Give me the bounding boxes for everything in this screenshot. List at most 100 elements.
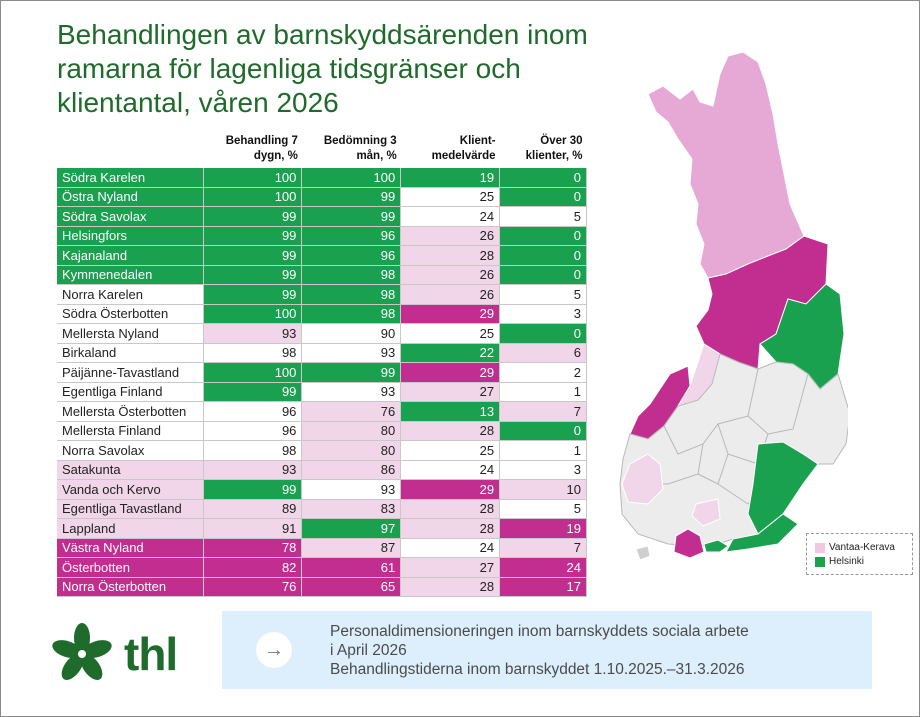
table-row: Kajanaland 99 96 28 0 bbox=[57, 245, 587, 266]
value-cell: 24 bbox=[400, 206, 501, 227]
value-cell: 65 bbox=[301, 577, 402, 597]
value-cell: 76 bbox=[203, 577, 303, 597]
table-row: Norra Savolax 98 80 25 1 bbox=[57, 440, 587, 461]
value-cell: 99 bbox=[203, 479, 303, 500]
value-cell: 5 bbox=[499, 284, 587, 305]
table-row: Österbotten 82 61 27 24 bbox=[57, 557, 587, 578]
legend-item-helsinki: Helsinki bbox=[815, 556, 864, 567]
value-cell: 100 bbox=[203, 362, 303, 383]
map-legend: Vantaa-Kerava Helsinki bbox=[806, 533, 913, 575]
value-cell: 29 bbox=[400, 304, 501, 324]
banner-line-2: i April 2026 bbox=[330, 642, 407, 659]
value-cell: 78 bbox=[203, 538, 303, 558]
table-header-row: Behandling 7 dygn, % Bedömning 3 mån, % … bbox=[57, 130, 587, 168]
value-cell: 0 bbox=[499, 226, 587, 246]
value-cell: 98 bbox=[203, 440, 303, 461]
map-region-vastra-nyland bbox=[673, 528, 705, 559]
value-cell: 93 bbox=[301, 382, 402, 402]
banner-line-1: Personaldimensioneringen inom barnskydde… bbox=[330, 623, 749, 640]
region-name-cell: Mellersta Nyland bbox=[57, 323, 204, 344]
value-cell: 28 bbox=[400, 577, 501, 597]
value-cell: 99 bbox=[203, 284, 303, 305]
region-name-cell: Södra Österbotten bbox=[57, 304, 204, 324]
value-cell: 1 bbox=[499, 440, 587, 461]
value-cell: 96 bbox=[203, 421, 303, 441]
value-cell: 0 bbox=[499, 323, 587, 344]
value-cell: 98 bbox=[301, 304, 402, 324]
value-cell: 17 bbox=[499, 577, 587, 597]
value-cell: 96 bbox=[301, 245, 402, 266]
flower-icon bbox=[52, 623, 112, 680]
value-cell: 25 bbox=[400, 323, 501, 344]
region-name-cell: Mellersta Finland bbox=[57, 421, 204, 441]
value-cell: 76 bbox=[301, 401, 402, 422]
value-cell: 3 bbox=[499, 460, 587, 480]
value-cell: 10 bbox=[499, 479, 587, 500]
table-row: Lappland 91 97 28 19 bbox=[57, 518, 587, 539]
region-name-cell: Mellersta Österbotten bbox=[57, 401, 204, 422]
banner-line-3: Behandlingstiderna inom barnskyddet 1.10… bbox=[330, 661, 745, 678]
region-name-cell: Österbotten bbox=[57, 557, 204, 578]
region-name-cell: Päijänne-Tavastland bbox=[57, 362, 204, 383]
value-cell: 29 bbox=[400, 362, 501, 383]
region-name-cell: Norra Savolax bbox=[57, 440, 204, 461]
value-cell: 28 bbox=[400, 421, 501, 441]
results-table: Behandling 7 dygn, % Bedömning 3 mån, % … bbox=[57, 130, 587, 597]
value-cell: 26 bbox=[400, 226, 501, 246]
thl-logo: thl bbox=[50, 622, 178, 686]
table-row: Södra Savolax 99 99 24 5 bbox=[57, 206, 587, 227]
value-cell: 24 bbox=[499, 557, 587, 578]
logo-text: thl bbox=[124, 628, 178, 680]
value-cell: 80 bbox=[301, 421, 402, 441]
value-cell: 86 bbox=[301, 460, 402, 480]
value-cell: 99 bbox=[203, 265, 303, 285]
value-cell: 100 bbox=[203, 304, 303, 324]
value-cell: 0 bbox=[499, 168, 587, 188]
header-over-30-clients: Över 30 klienter, % bbox=[525, 135, 583, 162]
arrow-right-icon[interactable]: → bbox=[256, 632, 292, 668]
table-row: Södra Karelen 100 100 19 0 bbox=[57, 168, 587, 188]
value-cell: 25 bbox=[400, 187, 501, 207]
value-cell: 99 bbox=[203, 226, 303, 246]
value-cell: 29 bbox=[400, 479, 501, 500]
page-title: Behandlingen av barnskyddsärenden inom r… bbox=[57, 19, 588, 118]
banner-text: Personaldimensioneringen inom barnskydde… bbox=[330, 622, 749, 679]
legend-label-vantaa-kerava: Vantaa-Kerava bbox=[829, 542, 895, 553]
value-cell: 7 bbox=[499, 538, 587, 558]
value-cell: 27 bbox=[400, 557, 501, 578]
table-row: Birkaland 98 93 22 6 bbox=[57, 343, 587, 363]
value-cell: 93 bbox=[203, 460, 303, 480]
map-region-aland bbox=[635, 545, 651, 561]
value-cell: 80 bbox=[301, 440, 402, 461]
header-region bbox=[57, 130, 203, 168]
legend-swatch-vantaa-kerava bbox=[815, 542, 825, 553]
region-name-cell: Egentliga Finland bbox=[57, 382, 204, 402]
value-cell: 97 bbox=[301, 518, 402, 539]
value-cell: 83 bbox=[301, 499, 402, 519]
value-cell: 98 bbox=[301, 265, 402, 285]
region-name-cell: Lappland bbox=[57, 518, 204, 539]
legend-swatch-helsinki bbox=[815, 556, 825, 567]
value-cell: 0 bbox=[499, 421, 587, 441]
table-row: Norra Österbotten 76 65 28 17 bbox=[57, 577, 587, 597]
value-cell: 5 bbox=[499, 206, 587, 227]
value-cell: 100 bbox=[301, 168, 402, 188]
value-cell: 89 bbox=[203, 499, 303, 519]
table-row: Päijänne-Tavastland 100 99 29 2 bbox=[57, 362, 587, 383]
value-cell: 7 bbox=[499, 401, 587, 422]
value-cell: 2 bbox=[499, 362, 587, 383]
value-cell: 26 bbox=[400, 284, 501, 305]
value-cell: 93 bbox=[203, 323, 303, 344]
link-banner[interactable]: → Personaldimensioneringen inom barnskyd… bbox=[222, 611, 872, 689]
table-row: Mellersta Österbotten 96 76 13 7 bbox=[57, 401, 587, 422]
table-row: Mellersta Nyland 93 90 25 0 bbox=[57, 323, 587, 344]
value-cell: 19 bbox=[499, 518, 587, 539]
value-cell: 90 bbox=[301, 323, 402, 344]
value-cell: 28 bbox=[400, 499, 501, 519]
value-cell: 82 bbox=[203, 557, 303, 578]
value-cell: 99 bbox=[301, 362, 402, 383]
value-cell: 24 bbox=[400, 460, 501, 480]
value-cell: 100 bbox=[203, 187, 303, 207]
value-cell: 93 bbox=[301, 479, 402, 500]
map-region-central bbox=[619, 353, 848, 547]
